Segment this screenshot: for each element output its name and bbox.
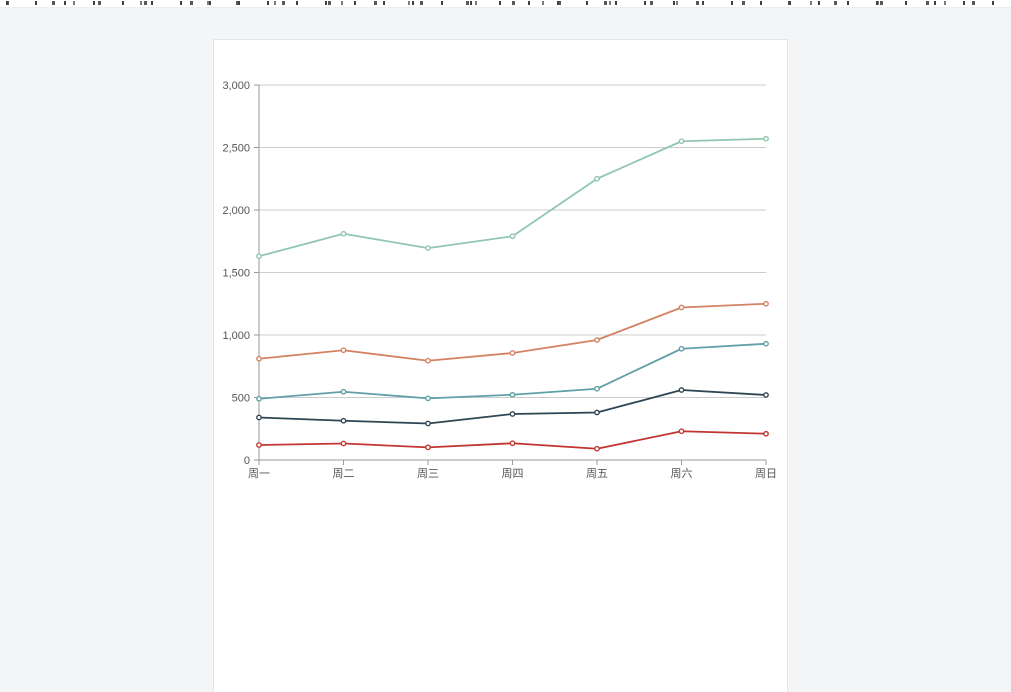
data-point[interactable]	[763, 392, 769, 398]
x-axis-label: 周一	[248, 467, 270, 480]
x-axis-label: 周日	[755, 467, 777, 480]
data-point[interactable]	[763, 300, 769, 307]
data-point[interactable]	[594, 409, 600, 416]
stacked-line-chart[interactable]: 0 500 1,000 1,500 2,000 2,500 3,000 周一 周二 周三 周四 周五 周…	[214, 40, 789, 500]
data-point[interactable]	[509, 350, 516, 356]
data-point[interactable]	[425, 444, 431, 451]
data-point[interactable]	[340, 347, 347, 354]
data-point[interactable]	[340, 417, 347, 424]
data-point[interactable]	[594, 337, 600, 343]
data-point[interactable]	[256, 442, 262, 448]
data-point[interactable]	[509, 233, 516, 240]
data-point[interactable]	[256, 253, 262, 260]
data-point[interactable]	[678, 138, 685, 145]
data-point[interactable]	[678, 387, 685, 393]
y-axis-label: 2,000	[222, 205, 250, 217]
data-point[interactable]	[594, 385, 600, 392]
data-point[interactable]	[763, 430, 769, 437]
data-point[interactable]	[509, 391, 516, 398]
data-point[interactable]	[425, 357, 431, 364]
data-point[interactable]	[594, 445, 600, 452]
data-point[interactable]	[340, 440, 347, 447]
data-point[interactable]	[425, 420, 431, 427]
y-axis-label: 0	[244, 455, 250, 467]
data-point[interactable]	[340, 388, 347, 395]
y-axis-label: 3,000	[222, 80, 250, 92]
x-axis-label: 周五	[586, 467, 608, 480]
data-point[interactable]	[678, 345, 685, 352]
data-point[interactable]	[256, 414, 262, 421]
data-point[interactable]	[509, 440, 516, 447]
data-point[interactable]	[763, 135, 769, 142]
y-axis-label: 1,500	[222, 268, 250, 280]
y-axis-label: 2,500	[222, 143, 250, 155]
chart-card: 0 500 1,000 1,500 2,000 2,500 3,000 周一 周二 周三 周四 周五 周…	[213, 39, 788, 692]
y-axis-label: 500	[232, 393, 250, 405]
data-point[interactable]	[425, 245, 431, 252]
x-axis-label: 周三	[417, 467, 439, 480]
x-axis-label: 周六	[671, 467, 693, 480]
data-point[interactable]	[678, 428, 685, 435]
data-point[interactable]	[256, 355, 262, 362]
data-point[interactable]	[509, 411, 516, 417]
data-point[interactable]	[425, 395, 431, 402]
x-axis-label: 周四	[502, 467, 524, 480]
data-point[interactable]	[763, 340, 769, 347]
data-point[interactable]	[340, 230, 347, 237]
data-point[interactable]	[594, 175, 600, 182]
cropped-browser-text-strip	[0, 0, 1011, 8]
y-axis-label: 1,000	[222, 330, 250, 342]
x-axis-label: 周二	[333, 467, 355, 480]
data-point[interactable]	[256, 395, 262, 402]
data-point[interactable]	[678, 304, 685, 311]
